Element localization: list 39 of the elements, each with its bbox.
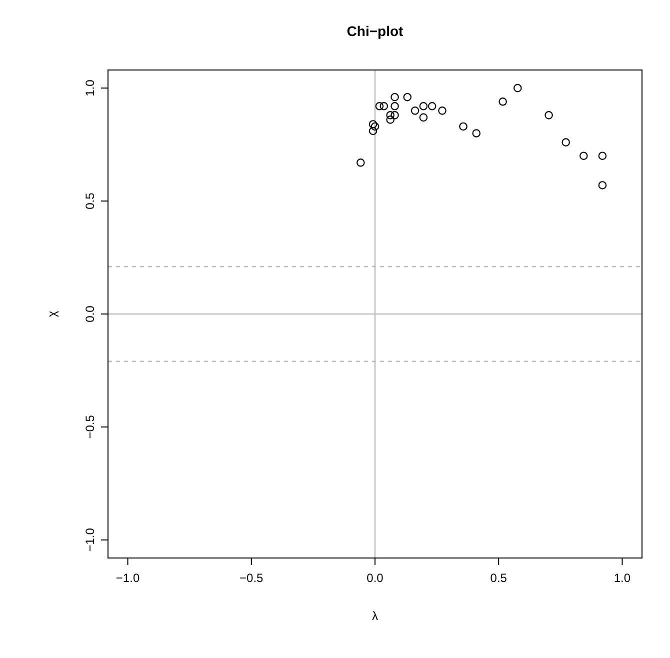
point xyxy=(562,138,570,146)
x-axis-title: λ xyxy=(372,609,378,623)
point xyxy=(386,111,394,120)
point xyxy=(428,102,436,110)
point xyxy=(375,102,384,110)
x-tick-label: −0.5 xyxy=(240,571,264,585)
point xyxy=(580,152,588,160)
point xyxy=(513,84,522,92)
point xyxy=(410,106,420,115)
point xyxy=(438,106,446,115)
point xyxy=(390,92,399,102)
point xyxy=(390,102,399,110)
point xyxy=(598,152,607,160)
y-tick-label: −0.5 xyxy=(83,414,97,439)
chart-title: Chi−plot xyxy=(346,23,404,39)
x-tick-label: −1.0 xyxy=(116,571,140,585)
y-tick-label: −1.0 xyxy=(83,528,97,552)
point xyxy=(472,129,481,138)
y-tick-label: 0.5 xyxy=(83,192,97,210)
point xyxy=(544,111,553,120)
point xyxy=(498,97,507,106)
point xyxy=(386,116,394,124)
x-tick-label: 0.5 xyxy=(490,571,508,585)
point xyxy=(380,102,388,110)
point xyxy=(598,181,607,190)
point xyxy=(370,122,380,131)
y-tick-label: 0.0 xyxy=(83,305,97,322)
point xyxy=(419,113,428,122)
point xyxy=(390,111,399,120)
point xyxy=(403,92,412,102)
point xyxy=(459,122,468,131)
y-tick-label: 1.0 xyxy=(83,79,97,96)
point xyxy=(356,158,365,167)
x-tick-label: 0.0 xyxy=(366,571,384,585)
y-axis-title: χ xyxy=(45,310,59,318)
x-tick-label: 1.0 xyxy=(614,571,631,585)
point xyxy=(368,126,378,136)
point xyxy=(419,102,428,110)
point xyxy=(368,120,378,128)
